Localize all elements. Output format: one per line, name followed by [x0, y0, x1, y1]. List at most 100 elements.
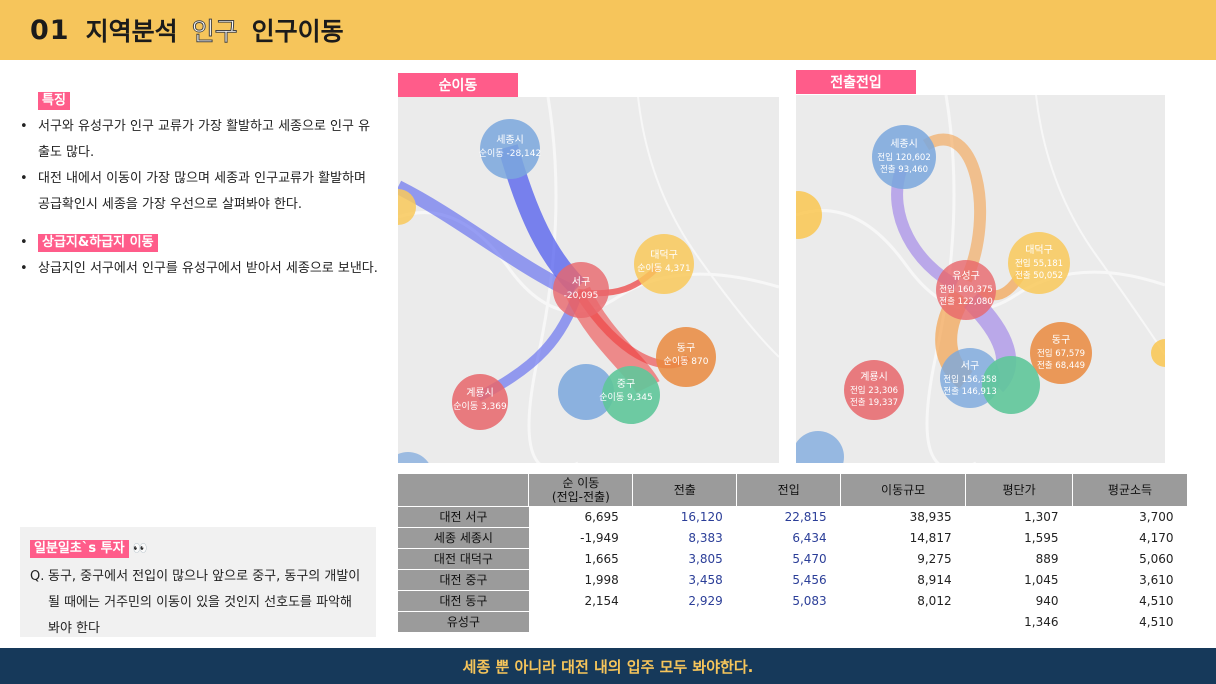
- cell-out: 2,929: [688, 593, 723, 608]
- title-topic: 인구이동: [251, 17, 344, 46]
- migration-table: 순 이동 (전입-전출) 전출 전입 이동규모 평단가 평균소득 대전 서구 6…: [398, 474, 1188, 632]
- label-donggu-in: 전입 67,579: [1037, 348, 1085, 359]
- net-migration-label: 순이동: [398, 73, 518, 97]
- bubble-seogu: [553, 262, 609, 318]
- label-donggu-out: 전출 68,449: [1037, 360, 1085, 371]
- label-gyeryong-val: 순이동 3,369: [453, 401, 507, 412]
- label-gyeryong-out: 전출 19,337: [850, 397, 898, 408]
- bubble-gyeryong: [452, 374, 508, 430]
- conclusion-banner: 세종 뿐 아니라 대전 내의 입주 모두 봐야한다.: [0, 648, 1216, 684]
- label-gyeryong-in: 전입 23,306: [850, 385, 898, 396]
- cell-in: 5,083: [792, 593, 827, 608]
- bubble-sejong: [480, 119, 540, 179]
- cell-scale: 14,817: [909, 530, 952, 545]
- label-seogu-name: 서구: [961, 360, 979, 372]
- cell-out: 3,458: [688, 572, 723, 587]
- table-row: 대전 서구 6,695 16,120 22,815 38,935 1,307 3…: [398, 505, 1188, 527]
- label-gyeryong-name: 계룡시: [466, 387, 494, 399]
- cell-scale: 38,935: [909, 509, 952, 524]
- cell-in: 6,434: [792, 530, 827, 545]
- bubble-daedeok: [634, 234, 694, 294]
- label-sejong-val: 순이동 -28,142: [479, 148, 541, 159]
- cell-income: 4,510: [1139, 614, 1174, 629]
- features-tag: 특징: [38, 92, 70, 110]
- title-category: 인구: [191, 17, 238, 47]
- bubble-junggu: [602, 366, 660, 424]
- cell-scale: 8,914: [917, 572, 952, 587]
- title-region: 지역분석: [85, 17, 178, 46]
- conclusion-text: 세종 뿐 아니라 대전 내의 입주 모두 봐야한다.: [462, 657, 754, 676]
- bubble-junggu: [982, 356, 1040, 414]
- flow-west-seogu: [398, 180, 576, 299]
- migration-bullet-heading: 상급지&하급지 이동: [20, 230, 380, 256]
- note-question: Q. 동구, 중구에서 전입이 많으나 앞으로 중구, 동구의 개발이될 때에는…: [30, 564, 366, 642]
- header-income: 평균소득: [1072, 474, 1188, 506]
- label-junggu-val: 순이동 9,345: [599, 392, 652, 403]
- bubble-sejong: [872, 125, 936, 189]
- in-out-migration-label: 전출전입: [796, 70, 916, 94]
- label-junggu-name: 중구: [617, 378, 635, 390]
- bubble-donggu: [656, 327, 716, 387]
- label-daedeok-name: 대덕구: [1025, 244, 1053, 256]
- cell-scale: 8,012: [917, 593, 952, 608]
- cell-in: 22,815: [784, 509, 827, 524]
- label-donggu-name: 동구: [1052, 334, 1070, 346]
- bubble-edge-bottom: [398, 452, 429, 463]
- in-out-migration-map: 세종시 전입 120,602 전출 93,460 대덕구 전입 55,181 전…: [796, 95, 1165, 463]
- cell-income: 5,060: [1139, 551, 1174, 566]
- cell-price: 889: [1035, 551, 1059, 566]
- label-sejong-name: 세종시: [496, 134, 524, 146]
- cell-net: 2,154: [584, 593, 619, 608]
- label-seogu-in: 전입 156,358: [943, 374, 997, 385]
- investment-note: 일분일초`s 투자 👀 Q. 동구, 중구에서 전입이 많으나 앞으로 중구, …: [20, 527, 376, 637]
- cell-in: 5,456: [792, 572, 827, 587]
- label-donggu-name: 동구: [677, 342, 695, 354]
- label-donggu-val: 순이동 870: [664, 356, 709, 367]
- feature-bullet-1: 서구와 유성구가 인구 교류가 가장 활발하고 세종으로 인구 유출도 많다.: [20, 114, 380, 166]
- net-migration-map: 세종시 순이동 -28,142 대덕구 순이동 4,371 서구 -20,095…: [398, 97, 779, 463]
- note-text: 동구, 중구에서 전입이 많으나 앞으로 중구, 동구의 개발이될 때에는 거주…: [48, 569, 361, 636]
- label-yuseong-name: 유성구: [952, 270, 980, 282]
- label-daedeok-out: 전출 50,052: [1015, 270, 1063, 281]
- label-seogu-out: 전출 146,913: [943, 386, 997, 397]
- label-daedeok-in: 전입 55,181: [1015, 258, 1063, 269]
- label-yuseong-in: 전입 160,375: [939, 284, 993, 295]
- cell-out: 8,383: [688, 530, 723, 545]
- eyes-icon: 👀: [132, 541, 148, 555]
- table-row: 세종 세종시 -1,949 8,383 6,434 14,817 1,595 4…: [398, 526, 1188, 548]
- flow-yuseong-sejong: [922, 133, 987, 283]
- note-tag: 일분일초`s 투자: [30, 540, 129, 558]
- bubble-donggu: [1030, 322, 1092, 384]
- table-row: 유성구 1,346 4,510: [398, 610, 1188, 632]
- feature-bullet-2: 대전 내에서 이동이 가장 많으며 세종과 인구교류가 활발하며 공급확인시 세…: [20, 166, 380, 218]
- header-region: [398, 474, 530, 506]
- label-daedeok-val: 순이동 4,371: [637, 263, 690, 274]
- cell-net: 1,998: [584, 572, 619, 587]
- cell-price: 940: [1035, 593, 1059, 608]
- cell-income: 4,510: [1139, 593, 1174, 608]
- cell-price: 1,346: [1024, 614, 1059, 629]
- table-header-row: 순 이동 (전입-전출) 전출 전입 이동규모 평단가 평균소득: [398, 474, 1188, 506]
- row-region: 대전 서구: [398, 505, 529, 527]
- label-sejong-out: 전출 93,460: [880, 164, 928, 175]
- bubble-edge-bottom: [796, 431, 844, 463]
- cell-price: 1,045: [1024, 572, 1059, 587]
- row-region: 유성구: [398, 610, 529, 632]
- cell-out: 3,805: [688, 551, 723, 566]
- bubble-edge-right: [1151, 339, 1165, 367]
- cell-price: 1,307: [1024, 509, 1059, 524]
- table-row: 대전 동구 2,154 2,929 5,083 8,012 940 4,510: [398, 589, 1188, 611]
- cell-net: 1,665: [584, 551, 619, 566]
- bubble-yuseong: [936, 260, 996, 320]
- page-header: 01 지역분석 인구 인구이동: [0, 0, 1216, 60]
- header-in: 전입: [736, 474, 842, 506]
- features-section: 특징 서구와 유성구가 인구 교류가 가장 활발하고 세종으로 인구 유출도 많…: [20, 88, 380, 282]
- label-daedeok-name: 대덕구: [650, 249, 678, 261]
- cell-income: 3,610: [1139, 572, 1174, 587]
- label-yuseong-out: 전출 122,080: [939, 296, 993, 307]
- cell-in: 5,470: [792, 551, 827, 566]
- cell-income: 3,700: [1139, 509, 1174, 524]
- cell-scale: 9,275: [917, 551, 952, 566]
- cell-net: -1,949: [580, 530, 619, 545]
- cell-net: [529, 611, 633, 632]
